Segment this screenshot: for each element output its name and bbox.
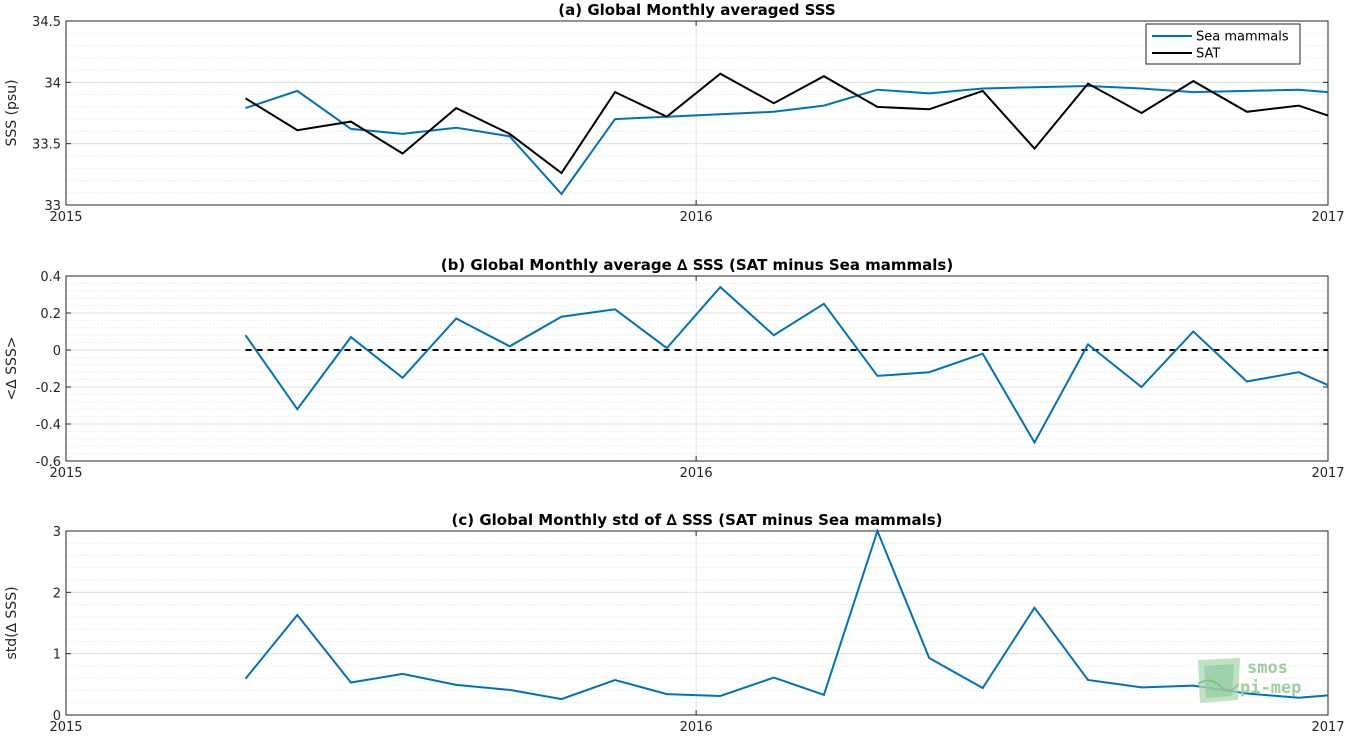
y-tick-label: 0.4 — [40, 270, 61, 285]
x-tick-label: 2016 — [680, 720, 713, 735]
y-tick-label: 3 — [53, 525, 61, 540]
chart-title-a: (a) Global Monthly averaged SSS — [558, 1, 835, 19]
x-tick-label: 2016 — [680, 210, 713, 225]
x-tick-label: 2015 — [49, 720, 82, 735]
logo-text-smos: smos — [1247, 658, 1288, 678]
chart-title-c: (c) Global Monthly std of ∆ SSS (SAT min… — [452, 511, 943, 529]
series-line-delta-sss — [244, 529, 1328, 701]
chart-title-b: (b) Global Monthly average ∆ SSS (SAT mi… — [441, 256, 953, 274]
y-tick-label: 0.2 — [40, 307, 61, 322]
y-tick-label: 34 — [44, 76, 61, 91]
panel-b: -0.6 -0.4 -0.2 0 0.2 0.4 2015 2016 2017 (b) Globa… — [4, 256, 1345, 481]
y-tick-label: 1 — [53, 648, 61, 663]
series-line-delta-sss — [244, 285, 1328, 445]
legend-box — [1145, 23, 1301, 65]
y-tick-label: -0.6 — [36, 455, 61, 470]
plot-area — [66, 21, 1328, 205]
x-tick-label: 2016 — [680, 466, 713, 481]
x-tick-label: 2015 — [49, 466, 82, 481]
y-tick-label: 0 — [53, 709, 61, 724]
x-tick-label: 2017 — [1311, 720, 1344, 735]
plot-area — [66, 276, 1328, 461]
x-tick-label: 2017 — [1311, 466, 1344, 481]
y-axis-label-a: SSS (psu) — [4, 79, 20, 146]
y-tick-label: 2 — [53, 586, 61, 601]
y-tick-label: 33 — [44, 199, 61, 214]
y-tick-label: 0 — [53, 344, 61, 359]
y-tick-label: 33.5 — [32, 138, 61, 153]
y-axis-label-c: std(∆ SSS) — [4, 586, 20, 659]
axes-box — [65, 275, 1329, 462]
y-axis-label-b: <∆ SSS> — [4, 337, 20, 401]
axes-box — [65, 530, 1329, 716]
series-line-sat — [244, 72, 1328, 175]
panel-a: 33 33.5 34 34.5 2015 2016 2017 (a) Global Month… — [4, 1, 1345, 225]
legend-entry-label: Sea mammals — [1196, 30, 1289, 45]
y-tick-label: 34.5 — [32, 15, 61, 30]
smos-pi-mep-logo: smos pi-mep — [1197, 658, 1301, 703]
y-tick-label: -0.2 — [36, 381, 61, 396]
logo-mark — [1197, 658, 1240, 703]
panel-c: 0 1 2 3 2015 2016 2017 (c) Global Monthly std o… — [4, 511, 1345, 735]
x-tick-label: 2015 — [49, 210, 82, 225]
logo-text-pi-mep: pi-mep — [1240, 678, 1301, 698]
legend: Sea mammals SAT — [1145, 23, 1301, 65]
legend-entry-label: SAT — [1196, 47, 1220, 62]
y-tick-label: -0.4 — [36, 418, 61, 433]
axes-box — [65, 20, 1329, 206]
x-tick-label: 2017 — [1311, 210, 1344, 225]
